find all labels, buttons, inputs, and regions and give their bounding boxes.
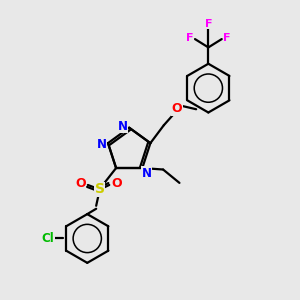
- Text: N: N: [118, 120, 128, 133]
- Text: S: S: [95, 182, 105, 197]
- Text: N: N: [97, 138, 106, 151]
- Text: N: N: [142, 167, 152, 180]
- Text: F: F: [186, 34, 194, 44]
- Text: F: F: [223, 34, 231, 44]
- Text: Cl: Cl: [42, 232, 54, 245]
- Text: F: F: [205, 19, 212, 28]
- Text: O: O: [75, 177, 86, 190]
- Text: O: O: [172, 102, 182, 116]
- Text: O: O: [111, 177, 122, 190]
